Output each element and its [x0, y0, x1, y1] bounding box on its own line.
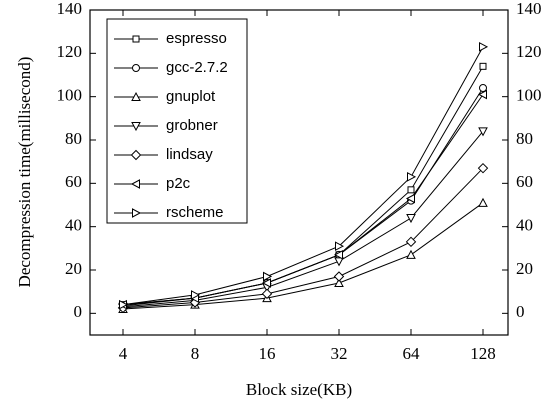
- data-point: [479, 41, 489, 52]
- y2-tick-label: 0: [516, 302, 525, 321]
- data-point: [407, 171, 417, 182]
- x-tick-label: 32: [331, 344, 348, 363]
- y-tick-label: 140: [57, 0, 83, 18]
- data-point: [119, 299, 129, 310]
- data-point: [479, 62, 487, 70]
- x-tick-label: 8: [191, 344, 200, 363]
- legend-box: [106, 18, 248, 224]
- data-point: [477, 89, 487, 100]
- y2-tick-label: 20: [516, 259, 533, 278]
- x-tick-label: 64: [403, 344, 421, 363]
- y-tick-label: 80: [65, 129, 82, 148]
- y2-tick-label: 60: [516, 172, 533, 191]
- y-tick-label: 60: [65, 172, 82, 191]
- legend-label: lindsay: [166, 146, 213, 163]
- data-point: [334, 277, 344, 287]
- data-point: [407, 186, 415, 194]
- legend-marker: [132, 35, 140, 43]
- legend-label: grobner: [166, 117, 218, 134]
- series-line: [122, 167, 484, 309]
- y2-tick-label: 140: [516, 0, 542, 18]
- series-line: [122, 94, 484, 306]
- data-point: [477, 162, 489, 174]
- data-point: [333, 271, 345, 282]
- x-tick-label: 16: [259, 344, 276, 363]
- series-line: [122, 46, 484, 306]
- data-point: [191, 290, 201, 300]
- legend-marker: [131, 122, 141, 132]
- legend-label: gcc-2.7.2: [166, 59, 228, 76]
- y2-tick-label: 40: [516, 216, 533, 235]
- y-tick-label: 0: [74, 302, 83, 321]
- data-point: [405, 193, 415, 204]
- y2-tick-label: 100: [516, 86, 542, 105]
- legend-label: rscheme: [166, 204, 224, 221]
- legend-label: gnuplot: [166, 88, 216, 105]
- data-point: [263, 271, 273, 282]
- x-axis-label: Block size(KB): [246, 380, 352, 399]
- data-point: [335, 241, 345, 252]
- legend-label: espresso: [166, 30, 227, 47]
- legend-label: p2c: [166, 175, 191, 192]
- data-point: [478, 197, 488, 207]
- y-tick-label: 120: [57, 42, 83, 61]
- y-axis-label: Decompression time(millisecond): [15, 57, 34, 288]
- legend-marker: [132, 208, 142, 218]
- plot-frame: [89, 9, 509, 336]
- x-tick-label: 128: [470, 344, 496, 363]
- data-point: [333, 249, 343, 260]
- y-tick-label: 40: [65, 216, 82, 235]
- y2-tick-label: 80: [516, 129, 533, 148]
- y2-tick-label: 120: [516, 42, 542, 61]
- data-point: [479, 84, 487, 92]
- legend-marker: [131, 91, 141, 101]
- legend-marker: [130, 149, 142, 161]
- data-point: [406, 249, 416, 259]
- legend-marker: [132, 64, 140, 72]
- series-line: [122, 131, 484, 308]
- data-point: [261, 288, 273, 300]
- data-point: [334, 257, 344, 267]
- data-point: [405, 236, 417, 248]
- series-line: [122, 202, 484, 310]
- legend-marker: [130, 179, 140, 189]
- data-point: [406, 214, 416, 224]
- data-point: [261, 278, 271, 288]
- data-point: [478, 127, 488, 137]
- y-tick-label: 100: [57, 86, 83, 105]
- y-tick-label: 20: [65, 259, 82, 278]
- x-tick-label: 4: [119, 344, 128, 363]
